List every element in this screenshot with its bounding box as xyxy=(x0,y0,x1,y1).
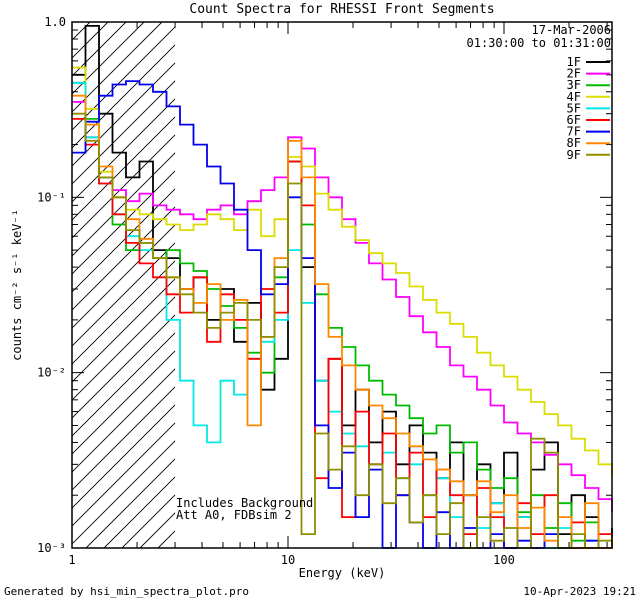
spectra-series xyxy=(72,25,613,549)
legend-label-4F: 4F xyxy=(567,90,581,104)
footer-generated-by: Generated by hsi_min_spectra_plot.pro xyxy=(4,585,250,598)
series-4F xyxy=(72,66,613,476)
y-axis-label: counts cm⁻² s⁻¹ keV⁻¹ xyxy=(10,209,24,361)
annotation-includes-background: Includes Background xyxy=(176,496,314,510)
y-tick-label: 1.0 xyxy=(44,15,66,29)
legend-label-7F: 7F xyxy=(567,125,581,139)
x-tick-label: 10 xyxy=(281,553,295,567)
x-axis-label: Energy (keV) xyxy=(298,566,386,580)
legend-label-6F: 6F xyxy=(567,113,581,127)
annotation-attenuator-state: Att A0, FDBsim 2 xyxy=(176,508,292,522)
legend-label-8F: 8F xyxy=(567,136,581,150)
x-tick-label: 1 xyxy=(68,553,75,567)
legend-label-2F: 2F xyxy=(567,67,581,81)
legend-label-5F: 5F xyxy=(567,101,581,115)
observation-date: 17-Mar-2006 xyxy=(531,23,611,37)
legend-label-3F: 3F xyxy=(567,78,581,92)
legend-label-9F: 9F xyxy=(567,148,581,162)
plot-frame xyxy=(71,21,613,549)
chart-title: Count Spectra for RHESSI Front Segments xyxy=(189,2,495,17)
legend-label-1F: 1F xyxy=(567,55,581,69)
y-tick-label: 10⁻³ xyxy=(37,541,66,555)
tick-labels: 1 10 100 1.0 10⁻¹ 10⁻² 10⁻³ xyxy=(37,15,515,567)
x-tick-label: 100 xyxy=(493,553,515,567)
observation-time-range: 01:30:00 to 01:31:00 xyxy=(466,36,612,50)
footer-render-timestamp: 10-Apr-2023 19:21 xyxy=(523,585,636,598)
y-tick-label: 10⁻¹ xyxy=(37,190,66,204)
y-tick-label: 10⁻² xyxy=(37,366,66,380)
hatch-region xyxy=(72,22,176,548)
series-6F xyxy=(72,118,613,549)
